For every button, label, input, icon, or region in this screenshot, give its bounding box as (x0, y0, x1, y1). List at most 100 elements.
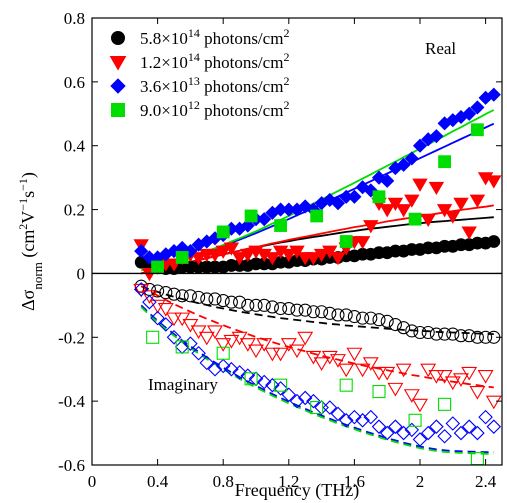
y-tick-label: 0.4 (64, 137, 86, 156)
point-imag-series-0 (405, 324, 419, 338)
point-imag-series-1 (469, 386, 486, 400)
point-real-series-2 (396, 157, 411, 172)
annotation-imaginary: Imaginary (148, 375, 218, 394)
point-imag-series-0 (380, 314, 394, 328)
point-imag-series-0 (306, 305, 320, 319)
legend-marker-0 (111, 31, 125, 45)
point-imag-series-3 (372, 385, 386, 399)
legend-label-1: 1.2×1014 photons/cm2 (140, 50, 289, 72)
point-real-series-1 (207, 248, 223, 263)
point-imag-series-0 (331, 308, 345, 322)
point-imag-series-1 (207, 325, 223, 339)
point-real-series-1 (461, 226, 477, 240)
point-imag-series-2 (207, 361, 223, 377)
point-real-series-3 (216, 225, 230, 239)
point-imag-series-3 (274, 378, 288, 392)
point-imag-series-2 (232, 365, 247, 380)
point-real-series-1 (428, 181, 445, 196)
point-imag-series-1 (149, 299, 166, 314)
x-tick-label: 0.8 (213, 472, 234, 491)
point-imag-series-2 (158, 317, 174, 332)
point-real-series-2 (486, 87, 501, 102)
point-imag-series-1 (461, 366, 478, 381)
legend-label-0: 5.8×1014 photons/cm2 (140, 26, 289, 48)
legend-label-3: 9.0×1012 photons/cm2 (140, 98, 289, 120)
point-real-series-1 (354, 236, 371, 250)
point-imag-series-1 (198, 331, 215, 346)
point-imag-series-1 (379, 366, 396, 381)
point-real-series-1 (330, 252, 346, 266)
point-imag-series-2 (224, 361, 239, 377)
point-real-series-2 (257, 212, 272, 227)
point-imag-series-0 (421, 325, 435, 340)
point-imag-series-1 (321, 350, 338, 365)
point-imag-series-0 (249, 298, 263, 312)
point-real-series-1 (486, 175, 502, 189)
point-imag-series-2 (412, 432, 428, 447)
point-imag-series-2 (265, 377, 280, 393)
point-real-series-3 (310, 209, 324, 223)
point-real-series-1 (231, 252, 248, 266)
point-imag-series-0 (290, 303, 304, 317)
point-imag-series-2 (461, 419, 477, 434)
point-imag-series-3 (244, 372, 258, 386)
point-imag-series-2 (478, 409, 493, 425)
point-imag-series-1 (395, 363, 412, 378)
point-real-series-2 (429, 129, 444, 144)
point-real-series-1 (264, 252, 281, 266)
point-imag-series-2 (142, 294, 157, 310)
point-imag-series-0 (175, 289, 189, 303)
point-imag-series-2 (199, 355, 215, 371)
point-imag-series-0 (257, 298, 271, 312)
point-imag-series-1 (256, 338, 273, 352)
point-imag-series-2 (470, 425, 485, 441)
point-imag-series-2 (322, 400, 338, 415)
point-imag-series-0 (356, 311, 370, 325)
point-real-series-1 (363, 220, 379, 234)
point-imag-series-1 (387, 382, 404, 397)
point-imag-series-3 (175, 340, 189, 354)
point-imag-series-0 (462, 329, 476, 343)
point-real-series-3 (408, 212, 422, 226)
point-imag-series-1 (362, 357, 379, 371)
point-real-series-2 (404, 151, 419, 166)
point-real-series-3 (151, 260, 165, 274)
point-real-series-2 (462, 106, 477, 121)
point-imag-series-2 (191, 345, 206, 361)
point-real-series-1 (215, 245, 231, 259)
point-real-series-1 (313, 248, 330, 263)
point-imag-series-0 (282, 301, 296, 316)
point-imag-series-1 (338, 363, 355, 378)
legend-label-2: 3.6×1013 photons/cm2 (140, 74, 289, 96)
point-imag-series-0 (241, 298, 255, 312)
plot-layer (133, 87, 502, 465)
point-imag-series-0 (192, 290, 206, 304)
point-imag-series-0 (323, 306, 337, 320)
point-imag-series-2 (420, 425, 436, 441)
point-real-series-1 (404, 194, 420, 208)
point-imag-series-0 (265, 300, 279, 314)
point-imag-series-2 (388, 419, 403, 434)
point-imag-series-0 (454, 329, 468, 343)
x-tick-label: 1.6 (344, 472, 365, 491)
point-imag-series-2 (273, 381, 288, 396)
point-real-series-2 (134, 244, 149, 259)
point-imag-series-1 (297, 331, 314, 346)
point-imag-series-2 (379, 425, 395, 441)
point-real-series-1 (281, 248, 297, 263)
point-imag-series-1 (453, 373, 469, 387)
point-real-series-1 (223, 242, 240, 256)
plot-frame (91, 17, 503, 466)
point-imag-series-2 (338, 413, 354, 428)
point-imag-series-1 (346, 347, 363, 362)
point-imag-series-1 (289, 344, 305, 359)
point-imag-series-0 (446, 327, 460, 341)
point-imag-series-0 (298, 303, 312, 317)
point-imag-series-3 (216, 346, 230, 360)
point-imag-series-1 (485, 395, 502, 410)
point-real-series-2 (380, 173, 395, 188)
point-imag-series-1 (141, 290, 158, 304)
point-imag-series-2 (363, 409, 379, 425)
point-imag-series-0 (397, 321, 411, 335)
